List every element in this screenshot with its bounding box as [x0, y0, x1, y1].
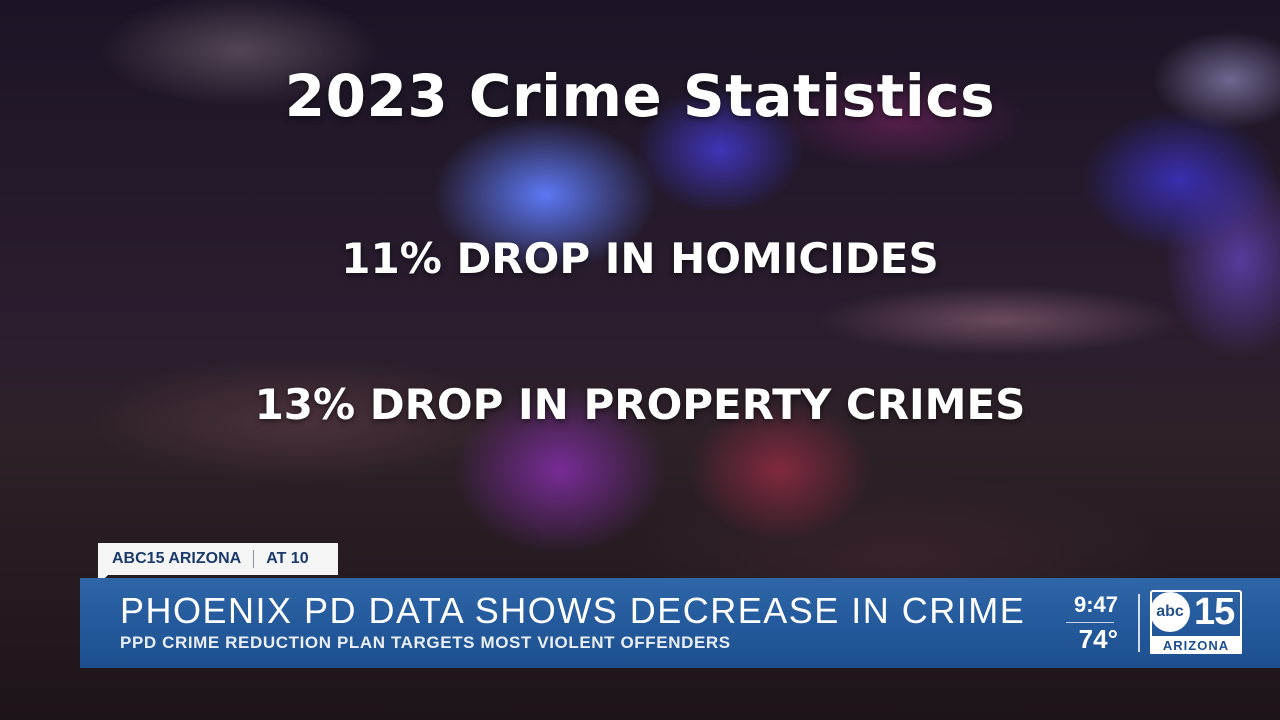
channel-number: 15	[1194, 590, 1235, 633]
logo-state-label: ARIZONA	[1150, 636, 1242, 654]
abc15-logo: abc 15 ARIZONA	[1150, 590, 1242, 654]
program-tag: ABC15 ARIZONA AT 10	[98, 543, 338, 585]
show-name: AT 10	[266, 550, 309, 567]
logo-divider	[1138, 594, 1140, 652]
property-crime-stat: 13% DROP IN PROPERTY CRIMES	[254, 380, 1026, 429]
abc-circle-icon: abc	[1150, 592, 1190, 632]
banner-subhead: PPD CRIME REDUCTION PLAN TARGETS MOST VI…	[120, 633, 731, 652]
banner-headline: PHOENIX PD DATA SHOWS DECREASE IN CRIME	[120, 590, 1026, 631]
logo-frame	[1150, 590, 1242, 654]
homicide-stat: 11% DROP IN HOMICIDES	[341, 234, 939, 283]
tag-divider	[253, 550, 255, 568]
temperature: 74°	[1078, 624, 1118, 654]
logo-top-row: abc 15	[1150, 590, 1242, 634]
lower-third-banner: PHOENIX PD DATA SHOWS DECREASE IN CRIME …	[80, 578, 1280, 668]
graphic-title: 2023 Crime Statistics	[284, 62, 996, 130]
clock: 9:47	[1073, 592, 1118, 617]
clock-temp-divider	[1066, 622, 1114, 623]
station-name: ABC15 ARIZONA	[112, 550, 242, 567]
